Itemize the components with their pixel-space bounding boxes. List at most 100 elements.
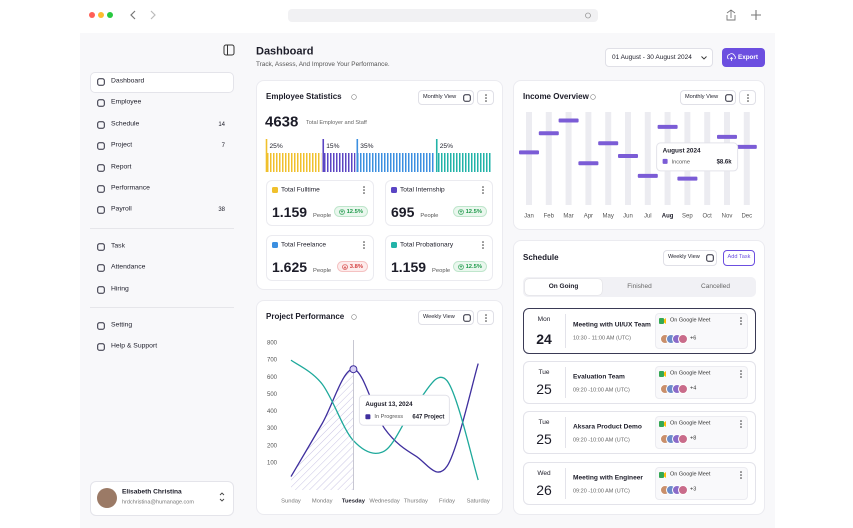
- new-tab-icon[interactable]: [751, 10, 761, 20]
- view-button[interactable]: [418, 90, 474, 105]
- dot: [484, 319, 487, 322]
- view-button[interactable]: [680, 90, 736, 105]
- icon-shape: [97, 343, 105, 352]
- nav-icon: [97, 163, 105, 172]
- date-picker[interactable]: [605, 48, 713, 67]
- dot: [363, 189, 365, 191]
- stat-value-row: 1.159 People: [391, 259, 450, 275]
- nav-label: Report: [111, 163, 132, 171]
- stat-unit: People: [313, 213, 332, 219]
- trend-value: 3.8%: [349, 263, 363, 270]
- schedule-view[interactable]: [663, 250, 717, 266]
- nav-item[interactable]: [90, 71, 234, 93]
- info-ring: [350, 94, 357, 100]
- user-avatar: [97, 488, 117, 508]
- item-time: 09:20 -10:00 AM (UTC): [573, 386, 630, 393]
- icon-shape: [97, 163, 105, 172]
- trend-arrow: [340, 209, 343, 213]
- item-extra: +3: [690, 486, 697, 493]
- trend-ring: [338, 208, 345, 215]
- view-button[interactable]: [418, 310, 474, 325]
- window-zoom[interactable]: [107, 12, 113, 18]
- stat-value-row: 1.625 People: [272, 259, 331, 275]
- item-title: Aksara Product Demo: [573, 423, 642, 431]
- item-day: Tue: [538, 368, 550, 376]
- dot: [740, 471, 742, 473]
- trend-ring: [457, 208, 464, 215]
- stat-change: 12.5%: [452, 206, 487, 217]
- info-ring: [590, 94, 596, 100]
- trend-ring: [457, 263, 464, 270]
- export-shape: [727, 53, 736, 61]
- meet-lens: [664, 371, 666, 377]
- attendee-avatar: [678, 485, 688, 495]
- icon-shape: [97, 243, 105, 251]
- item-date: 24: [536, 331, 552, 347]
- meet-body: [659, 472, 664, 478]
- stat-label: Total Freelance: [281, 241, 327, 249]
- nav-icon: [97, 78, 105, 86]
- nav-badge: 14: [218, 121, 225, 128]
- page-title: Dashboard: [256, 45, 314, 58]
- share-icon[interactable]: [726, 9, 736, 21]
- meet-icon: [659, 472, 666, 478]
- nav-icon: [97, 120, 105, 129]
- export-button[interactable]: [722, 48, 765, 67]
- item-day: Wed: [537, 469, 551, 477]
- nav-icon: [97, 206, 105, 215]
- nav-label: Task: [111, 242, 125, 250]
- info-icon: [350, 314, 357, 320]
- item-menu: [740, 370, 742, 378]
- export-label: Export: [738, 53, 758, 61]
- url-bar[interactable]: [288, 9, 598, 22]
- browser-bar: [89, 9, 761, 22]
- meet-icon: [659, 371, 666, 377]
- more-dots: [484, 313, 487, 322]
- trend-arrow: [459, 209, 462, 213]
- nav-label: Schedule: [111, 120, 140, 128]
- stat-swatch: [391, 242, 397, 248]
- nav-label: Setting: [111, 321, 133, 329]
- meet-icon: [659, 421, 666, 427]
- info-icon: [350, 94, 357, 100]
- nav-icon: [97, 142, 105, 150]
- info-icon: [590, 94, 596, 100]
- window-close[interactable]: [89, 12, 95, 18]
- item-platform: On Google Meet: [670, 471, 711, 478]
- dot: [363, 241, 365, 243]
- nav-icon: [97, 322, 105, 330]
- stat-menu: [363, 186, 365, 194]
- dot: [740, 420, 742, 422]
- item-title: Meeting with UI/UX Team: [573, 321, 651, 329]
- icon-shape: [97, 99, 105, 108]
- trend-value: 12.5%: [465, 263, 482, 270]
- nav-icon: [97, 343, 105, 352]
- sidebar-toggle[interactable]: [223, 44, 235, 56]
- nav-icon: [97, 99, 105, 108]
- dot: [482, 241, 484, 243]
- meet-body: [659, 318, 664, 324]
- forward-button[interactable]: [150, 10, 156, 20]
- nav-label: Help & Support: [111, 342, 158, 350]
- user-switch: [219, 492, 225, 502]
- stat-value: 695: [391, 204, 415, 220]
- nav-icon: [97, 185, 105, 193]
- dot: [740, 426, 742, 428]
- icon-shape: [97, 142, 105, 150]
- add-task[interactable]: [723, 250, 755, 266]
- card-title: Employee Statistics: [266, 92, 342, 101]
- dot: [484, 99, 487, 102]
- reload-icon[interactable]: [585, 12, 591, 19]
- info-ring: [350, 314, 357, 320]
- back-button[interactable]: [130, 10, 136, 20]
- stat-value-row: 1.159 People: [272, 204, 331, 220]
- dot: [740, 373, 742, 375]
- stat-card: [385, 180, 493, 226]
- stat-card: [266, 180, 374, 226]
- window-minimize[interactable]: [98, 12, 104, 18]
- stat-value: 1.159: [272, 204, 308, 220]
- item-platform: On Google Meet: [670, 370, 711, 377]
- chevron-shape: [701, 55, 707, 60]
- view-button-label: Monthly View: [685, 93, 719, 100]
- icon-shape: [97, 322, 105, 330]
